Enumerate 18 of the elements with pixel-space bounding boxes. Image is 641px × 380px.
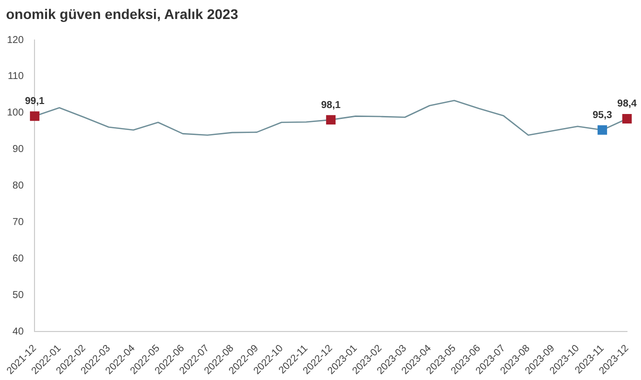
y-tick-label: 110 bbox=[8, 71, 24, 82]
data-label: 98,1 bbox=[321, 100, 342, 111]
y-tick-label: 60 bbox=[12, 253, 24, 264]
y-tick-label: 50 bbox=[12, 290, 24, 301]
y-tick-label: 100 bbox=[6, 108, 24, 119]
point bbox=[622, 114, 632, 124]
point bbox=[326, 115, 336, 125]
data-label: 99,1 bbox=[24, 96, 45, 108]
y-tick-label: 90 bbox=[12, 144, 24, 156]
y-tick-label: 120 bbox=[6, 34, 24, 46]
y-tick-label: 80 bbox=[12, 180, 24, 192]
point bbox=[30, 111, 40, 121]
chart-title: onomik güven endeksi, Aralık 2023 bbox=[6, 6, 238, 22]
y-tick-label: 70 bbox=[12, 216, 24, 228]
data-label: 98,4 bbox=[617, 98, 638, 110]
data-label: 95,3 bbox=[592, 110, 612, 122]
point bbox=[598, 125, 608, 135]
y-tick-label: 40 bbox=[12, 326, 24, 338]
